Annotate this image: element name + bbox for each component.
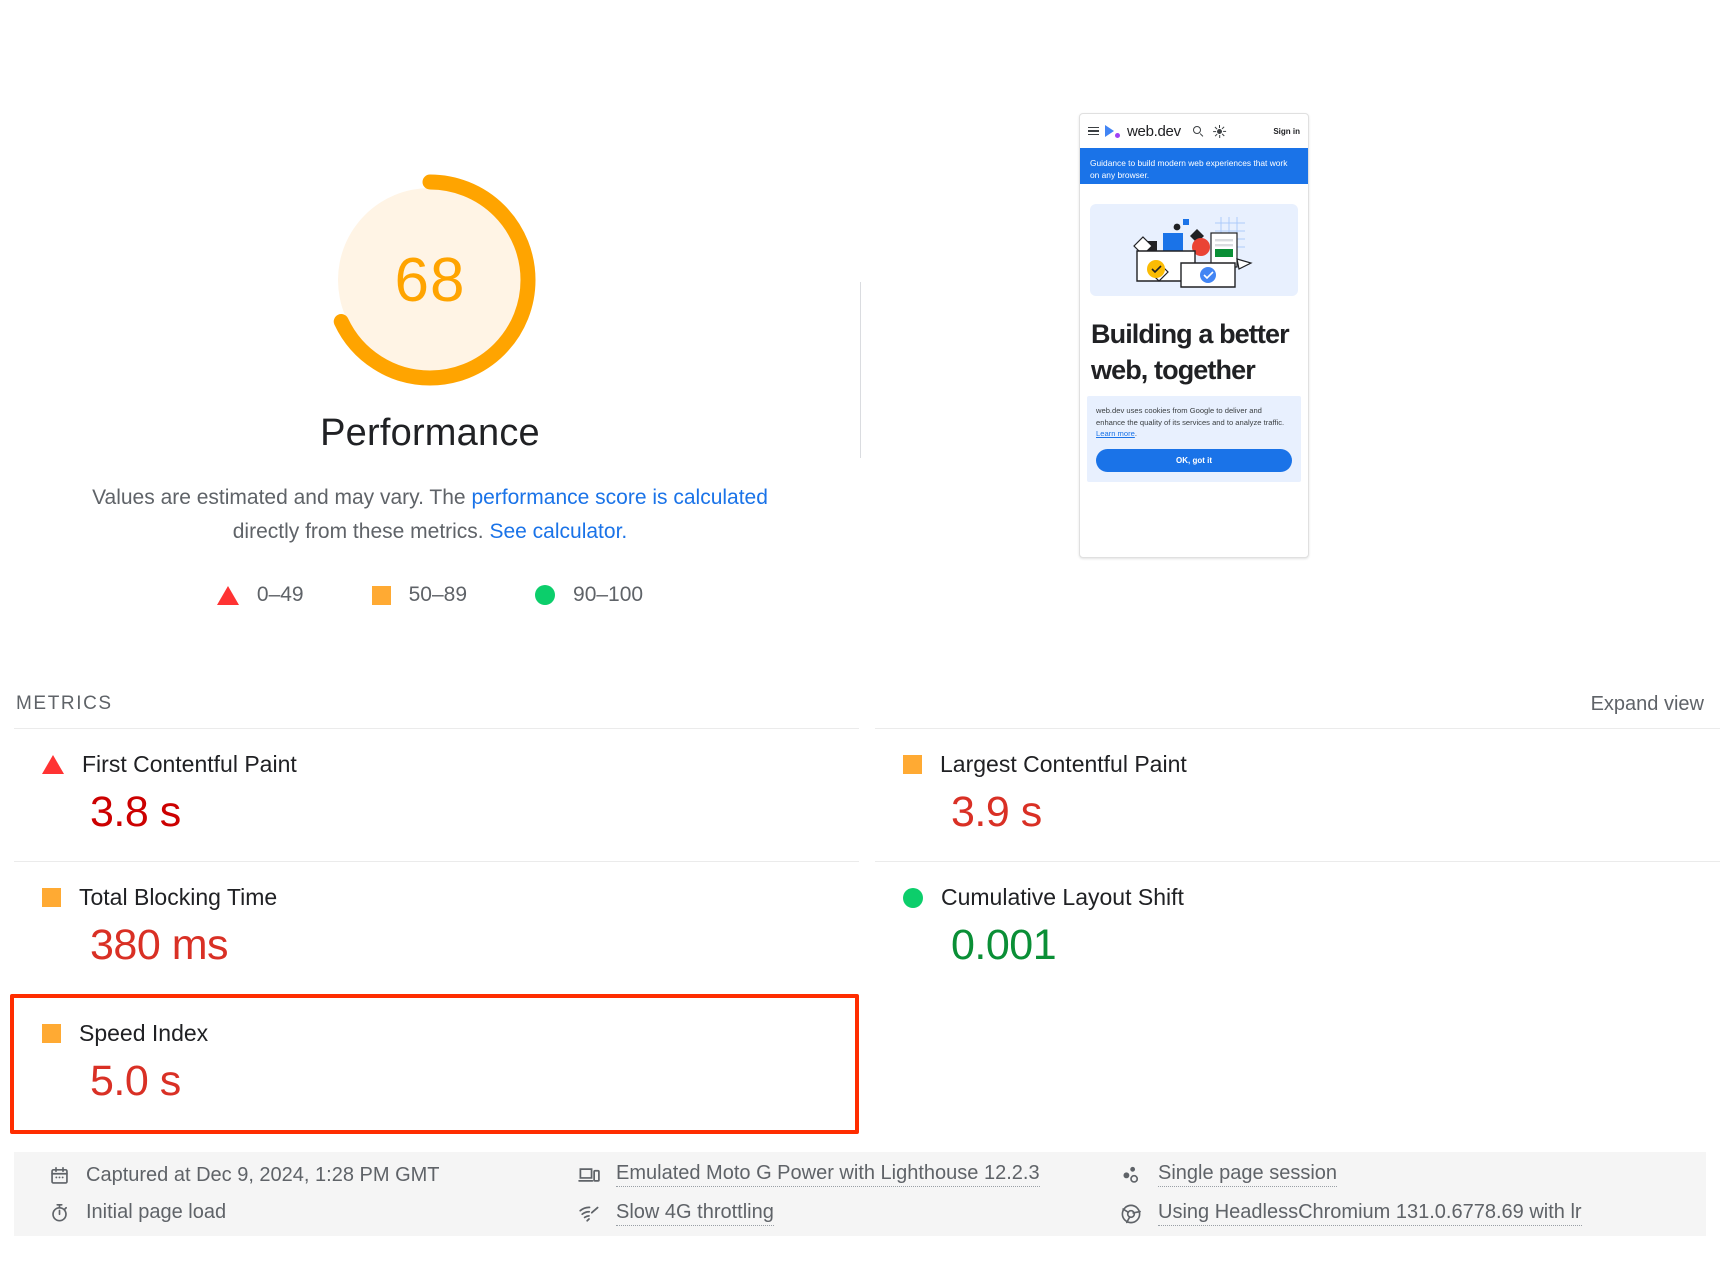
accept-cookies-button[interactable]: OK, got it bbox=[1096, 448, 1292, 472]
throttling-text[interactable]: Slow 4G throttling bbox=[616, 1201, 774, 1226]
cookie-text-period: . bbox=[1134, 429, 1137, 438]
legend-item-pass: 90–100 bbox=[535, 583, 643, 607]
metric-item-highlighted[interactable]: Speed Index 5.0 s bbox=[10, 994, 859, 1134]
metrics-column-left: First Contentful Paint 3.8 s Total Block… bbox=[10, 728, 859, 1134]
metric-header: Cumulative Layout Shift bbox=[875, 884, 1720, 911]
metric-header: Largest Contentful Paint bbox=[875, 751, 1720, 778]
search-icon[interactable] bbox=[1192, 125, 1204, 137]
metric-item[interactable]: Cumulative Layout Shift 0.001 bbox=[875, 861, 1720, 994]
circle-pass-icon bbox=[903, 887, 923, 908]
final-screenshot-column: web.dev Sign in bbox=[860, 0, 1720, 680]
cookie-consent-banner: web.dev uses cookies from Google to deli… bbox=[1087, 396, 1301, 482]
site-header: web.dev Sign in bbox=[1080, 114, 1308, 148]
square-average-icon bbox=[903, 755, 922, 774]
legend-item-average: 50–89 bbox=[371, 583, 468, 607]
metric-name: Speed Index bbox=[79, 1020, 209, 1046]
final-screenshot-thumbnail[interactable]: web.dev Sign in bbox=[1079, 113, 1309, 558]
site-name: web.dev bbox=[1127, 122, 1181, 140]
vertical-divider bbox=[860, 282, 861, 458]
hero-artwork-icon bbox=[1133, 217, 1253, 288]
session-text[interactable]: Single page session bbox=[1158, 1162, 1338, 1187]
cookie-consent-text: web.dev uses cookies from Google to deli… bbox=[1096, 405, 1292, 440]
stopwatch-icon bbox=[46, 1202, 72, 1224]
legend-item-fail: 0–49 bbox=[216, 583, 304, 607]
performance-score-link[interactable]: performance score is calculated bbox=[471, 486, 768, 509]
square-average-icon bbox=[371, 585, 391, 605]
metrics-column-right: Largest Contentful Paint 3.9 s Cumulativ… bbox=[875, 728, 1720, 994]
metric-value: 3.9 s bbox=[951, 788, 1042, 836]
footer-row-captured-at: Captured at Dec 9, 2024, 1:28 PM GMT bbox=[46, 1164, 576, 1187]
performance-gauge: 68 bbox=[320, 170, 540, 390]
metric-header: First Contentful Paint bbox=[14, 751, 859, 778]
sign-in-button[interactable]: Sign in bbox=[1273, 126, 1300, 136]
network-icon bbox=[576, 1203, 602, 1225]
triangle-fail-icon bbox=[216, 585, 239, 605]
square-average-icon bbox=[42, 888, 61, 907]
hero-illustration bbox=[1090, 204, 1298, 296]
footer-row-emulation[interactable]: Emulated Moto G Power with Lighthouse 12… bbox=[576, 1162, 1118, 1187]
legend-label-fail: 0–49 bbox=[256, 583, 304, 606]
footer-row-session[interactable]: Single page session bbox=[1118, 1162, 1678, 1187]
metrics-section-label: METRICS bbox=[16, 693, 113, 714]
metric-name: Cumulative Layout Shift bbox=[941, 884, 1184, 910]
metric-item[interactable]: Total Blocking Time 380 ms bbox=[14, 861, 859, 994]
expand-view-toggle[interactable]: Expand view bbox=[1590, 692, 1704, 715]
footer-column-session: Single page session Using HeadlessChromi… bbox=[1118, 1162, 1678, 1226]
learn-more-link[interactable]: Learn more bbox=[1096, 429, 1135, 438]
single-session-icon bbox=[1118, 1164, 1144, 1186]
gauge-score-value: 68 bbox=[394, 245, 466, 315]
score-description: Values are estimated and may vary. The p… bbox=[80, 481, 780, 549]
metrics-header: METRICS Expand view bbox=[0, 680, 1720, 728]
footer-column-capture: Captured at Dec 9, 2024, 1:28 PM GMT Ini… bbox=[46, 1164, 576, 1224]
metric-value: 5.0 s bbox=[90, 1057, 181, 1105]
emulation-text[interactable]: Emulated Moto G Power with Lighthouse 12… bbox=[616, 1162, 1040, 1187]
hamburger-icon[interactable] bbox=[1088, 126, 1099, 136]
report-summary-section: 68 Performance Values are estimated and … bbox=[0, 0, 1720, 680]
calendar-icon bbox=[46, 1165, 72, 1187]
circle-pass-icon bbox=[535, 585, 556, 605]
metric-name: First Contentful Paint bbox=[82, 751, 297, 777]
user-agent-text[interactable]: Using HeadlessChromium 131.0.6778.69 wit… bbox=[1158, 1201, 1582, 1226]
gauge-arc-svg bbox=[324, 174, 536, 386]
metric-header: Speed Index bbox=[14, 1020, 855, 1047]
footer-row-page-load: Initial page load bbox=[46, 1201, 576, 1224]
web-dev-logo-icon bbox=[1105, 124, 1121, 138]
metric-name: Largest Contentful Paint bbox=[940, 751, 1187, 777]
score-desc-prefix: Values are estimated and may vary. The bbox=[92, 486, 472, 509]
see-calculator-link[interactable]: See calculator. bbox=[489, 520, 628, 543]
hero-headline: Building a better web, together bbox=[1091, 319, 1290, 385]
metric-value: 3.8 s bbox=[90, 788, 181, 836]
score-legend: 0–49 50–89 90–100 bbox=[216, 583, 643, 607]
footer-row-throttling[interactable]: Slow 4G throttling bbox=[576, 1201, 1118, 1226]
legend-label-average: 50–89 bbox=[408, 583, 468, 606]
square-average-icon bbox=[42, 1024, 61, 1043]
triangle-fail-icon bbox=[42, 755, 64, 774]
devices-icon bbox=[576, 1164, 602, 1186]
cookie-text-body: web.dev uses cookies from Google to deli… bbox=[1096, 406, 1285, 427]
score-desc-middle: directly from these metrics. bbox=[232, 520, 490, 543]
report-environment-footer: Captured at Dec 9, 2024, 1:28 PM GMT Ini… bbox=[14, 1152, 1706, 1236]
metric-value: 380 ms bbox=[90, 921, 229, 969]
legend-label-pass: 90–100 bbox=[573, 583, 644, 606]
metric-item[interactable]: First Contentful Paint 3.8 s bbox=[14, 728, 859, 861]
chrome-icon bbox=[1118, 1203, 1144, 1225]
metric-name: Total Blocking Time bbox=[79, 884, 278, 910]
footer-column-device: Emulated Moto G Power with Lighthouse 12… bbox=[576, 1162, 1118, 1226]
performance-score-column: 68 Performance Values are estimated and … bbox=[0, 0, 860, 607]
metric-value: 0.001 bbox=[951, 921, 1057, 969]
metric-item[interactable]: Largest Contentful Paint 3.9 s bbox=[875, 728, 1720, 861]
category-title: Performance bbox=[320, 412, 540, 454]
sun-icon[interactable] bbox=[1213, 124, 1227, 138]
site-banner: Guidance to build modern web experiences… bbox=[1080, 148, 1308, 184]
footer-row-user-agent[interactable]: Using HeadlessChromium 131.0.6778.69 wit… bbox=[1118, 1201, 1678, 1226]
page-load-text: Initial page load bbox=[86, 1201, 227, 1223]
metric-header: Total Blocking Time bbox=[14, 884, 859, 911]
captured-at-text: Captured at Dec 9, 2024, 1:28 PM GMT bbox=[86, 1164, 440, 1186]
